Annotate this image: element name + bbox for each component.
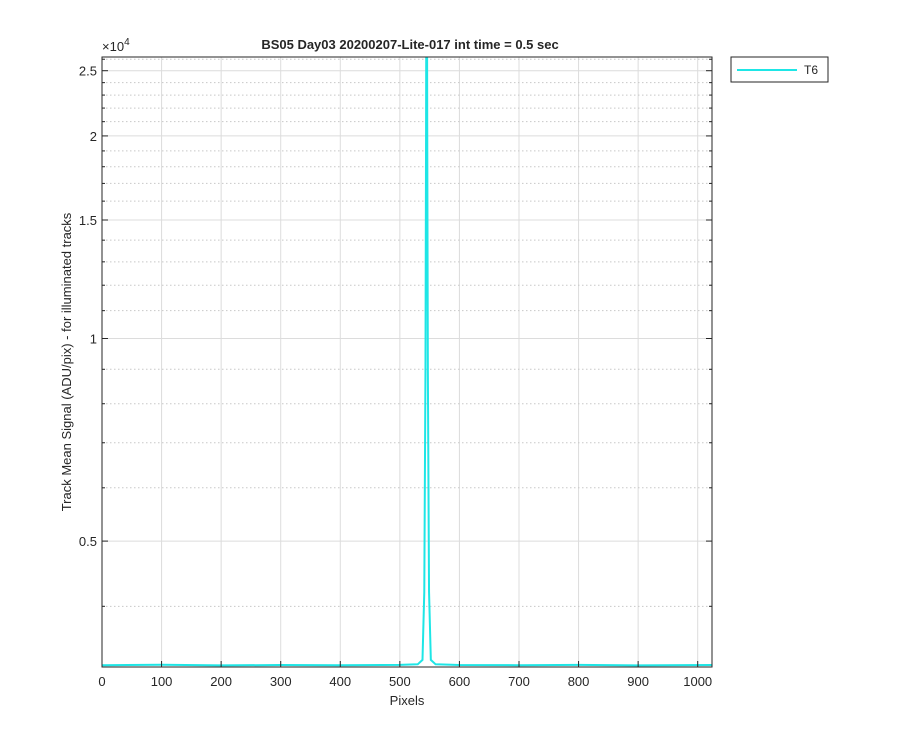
data-line xyxy=(102,57,712,667)
x-tick-label: 500 xyxy=(389,674,411,689)
y-exponent: ×104 xyxy=(102,37,130,54)
y-tick-label: 0.5 xyxy=(79,534,97,549)
x-tick-label: 800 xyxy=(568,674,590,689)
labels: 0 100 200 300 400 500 600 700 800 900 1000 0.5 1 1.5 2… xyxy=(79,58,712,689)
y-exponent-base: ×10 xyxy=(102,39,124,54)
x-tick-label: 0 xyxy=(98,674,105,689)
x-tick-label: 700 xyxy=(508,674,530,689)
x-tick-label: 900 xyxy=(627,674,649,689)
legend-label: T6 xyxy=(804,63,818,77)
y-axis-label: Track Mean Signal (ADU/pix) - for illumi… xyxy=(59,212,74,511)
y-tick-label: 2 xyxy=(90,129,97,144)
y-tick-label: 1.5 xyxy=(79,213,97,228)
legend: T6 xyxy=(730,56,829,83)
grid xyxy=(101,57,712,667)
y-exponent-power: 4 xyxy=(124,37,130,48)
x-tick-label: 100 xyxy=(151,674,173,689)
x-tick-label: 200 xyxy=(210,674,232,689)
y-tick-label: 2.5 xyxy=(79,64,97,79)
x-tick-label: 300 xyxy=(270,674,292,689)
x-axis-label: Pixels xyxy=(390,693,425,708)
lines xyxy=(102,57,712,667)
axes-box xyxy=(101,56,713,668)
x-tick-label: 400 xyxy=(329,674,351,689)
chart-title: BS05 Day03 20200207-Lite-017 int time = … xyxy=(261,37,558,52)
x-tick-label: 1000 xyxy=(683,674,712,689)
x-tick-label: 600 xyxy=(449,674,471,689)
plot-area xyxy=(102,57,712,667)
y-tick-label: 1 xyxy=(90,332,97,347)
